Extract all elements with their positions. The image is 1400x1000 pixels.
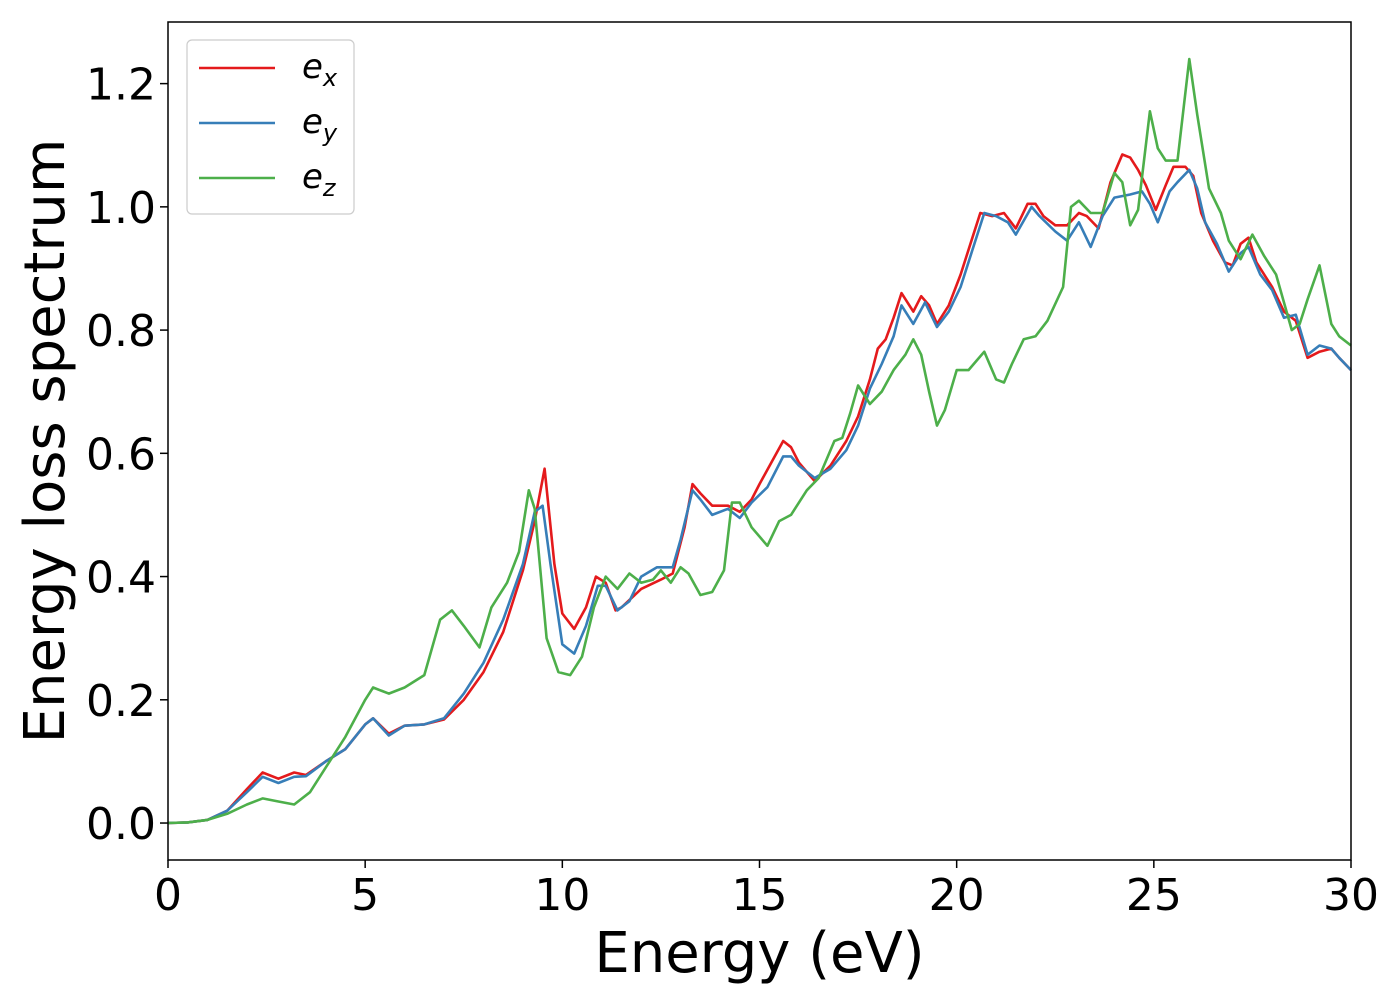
y-tick-label: 0.8: [86, 306, 156, 357]
x-tick-label: 25: [1126, 870, 1182, 921]
x-tick-label: 15: [732, 870, 788, 921]
legend-label: ex: [302, 47, 338, 92]
y-tick-label: 0.2: [86, 676, 156, 727]
y-axis: 0.0 0.2 0.4 0.6 0.8 1.0 1.2: [86, 60, 168, 850]
plot-area: [167, 57, 1352, 825]
y-tick-label: 0.0: [86, 799, 156, 850]
y-axis-label: Energy loss spectrum: [13, 139, 78, 744]
series-line-e-x: [167, 153, 1352, 825]
x-axis-label: Energy (eV): [594, 921, 924, 986]
x-tick-label: 10: [534, 870, 590, 921]
y-tick-label: 1.0: [86, 183, 156, 234]
series-line-e-z: [167, 57, 1352, 825]
x-axis: 0 5 10 15 20 25 30: [154, 860, 1379, 921]
x-tick-label: 5: [351, 870, 379, 921]
x-tick-label: 20: [929, 870, 985, 921]
y-tick-label: 0.4: [86, 553, 156, 604]
x-tick-label: 0: [154, 870, 182, 921]
legend-label: ey: [302, 102, 338, 147]
legend-label: ez: [302, 157, 337, 202]
legend: ex ey ez: [186, 39, 355, 215]
x-tick-label: 30: [1323, 870, 1379, 921]
y-tick-label: 1.2: [86, 60, 156, 111]
series-line-e-y: [167, 168, 1352, 825]
y-tick-label: 0.6: [86, 429, 156, 480]
legend-box: [186, 39, 355, 215]
